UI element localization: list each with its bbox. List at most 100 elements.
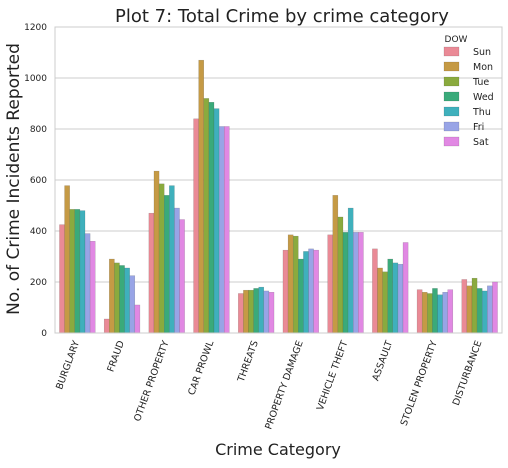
x-tick-labels: BURGLARY FRAUD OTHER PROPERTY CAR PROWL THRE…	[54, 339, 484, 431]
x-tick-label: STOLEN PROPERTY	[399, 339, 440, 427]
bar	[327, 234, 333, 334]
x-axis-label: Crime Category	[215, 440, 341, 459]
bar	[119, 265, 125, 334]
x-tick-label: DISTURBANCE	[451, 339, 485, 407]
bar	[103, 318, 110, 334]
bar	[437, 294, 443, 334]
bars	[59, 59, 498, 334]
bar	[169, 185, 175, 334]
bar	[59, 224, 65, 334]
x-tick-label: THREATS	[235, 339, 260, 384]
x-tick-label: PROPERTY DAMAGE	[263, 339, 305, 431]
bar	[258, 286, 265, 334]
bar	[163, 195, 170, 334]
bar	[432, 288, 438, 334]
bar	[248, 289, 254, 334]
bar	[382, 271, 388, 334]
legend-label: Mon	[473, 62, 493, 73]
y-tick-labels: 0 200 400 600 800 1000 1200	[24, 23, 47, 339]
bar	[347, 207, 354, 334]
legend-swatch	[443, 91, 460, 102]
legend-label: Wed	[473, 92, 494, 103]
y-tick-label: 800	[30, 125, 47, 135]
legend-swatch	[443, 61, 460, 72]
bar	[442, 292, 448, 334]
bar	[69, 209, 76, 334]
bar	[342, 232, 349, 334]
bar	[471, 277, 478, 334]
bar	[387, 258, 394, 334]
bar	[268, 292, 275, 334]
bar	[129, 275, 136, 334]
bar	[174, 207, 180, 334]
bar	[158, 183, 165, 334]
bar	[124, 267, 130, 334]
bar	[148, 212, 155, 334]
bar	[193, 118, 199, 334]
y-tick-label: 400	[30, 227, 47, 237]
legend-swatch	[443, 121, 460, 132]
bar	[421, 292, 428, 334]
bar	[263, 290, 270, 334]
bar	[303, 251, 309, 334]
bar	[332, 195, 339, 334]
bar	[392, 262, 399, 334]
y-tick-label: 1000	[24, 74, 47, 84]
legend-label: Sat	[473, 137, 489, 148]
bar	[372, 248, 378, 334]
bar	[377, 267, 383, 334]
legend-label: Sun	[473, 47, 491, 58]
bar	[402, 242, 409, 334]
legend-swatch	[443, 106, 460, 117]
y-tick-label: 0	[41, 329, 47, 339]
x-tick-label: VEHICLE THEFT	[315, 339, 351, 412]
x-tick-label: CAR PROWL	[186, 339, 216, 397]
y-tick-label: 600	[30, 176, 47, 186]
bar	[308, 248, 314, 334]
bar	[298, 258, 304, 334]
bar	[476, 288, 483, 334]
bar	[203, 98, 210, 334]
legend-title: DOW	[445, 35, 468, 45]
bar	[84, 233, 91, 334]
bar	[353, 232, 359, 334]
bar	[243, 289, 249, 334]
bar	[282, 249, 289, 334]
bar	[114, 262, 120, 334]
bar	[466, 285, 473, 334]
bar	[313, 249, 319, 334]
bar	[487, 285, 493, 334]
legend-label: Thu	[472, 107, 491, 118]
plot-frame	[54, 26, 503, 334]
bar	[109, 258, 115, 334]
y-axis-label: No. of Crime Incidents Reported	[4, 43, 24, 315]
bar	[224, 126, 230, 334]
x-tick-label: ASSAULT	[370, 339, 395, 382]
legend: DOW Sun Mon Tue Wed Thu Fri Sat	[443, 35, 494, 148]
x-tick-label: FRAUD	[105, 339, 126, 373]
legend-label: Fri	[473, 122, 484, 133]
bar	[358, 232, 364, 334]
bar	[253, 288, 259, 334]
bar	[89, 240, 96, 334]
bar	[198, 59, 204, 334]
bar	[179, 219, 185, 334]
bar	[64, 185, 70, 334]
bar	[218, 126, 225, 334]
bar	[74, 209, 81, 334]
bar	[134, 304, 141, 334]
y-tick-label: 1200	[24, 23, 47, 33]
legend-swatch	[443, 76, 460, 87]
bar	[492, 281, 498, 334]
legend-items: Sun Mon Tue Wed Thu Fri Sat	[443, 46, 494, 148]
legend-swatch	[443, 46, 460, 57]
bar	[213, 108, 220, 334]
x-tick-label: BURGLARY	[54, 339, 82, 391]
bar	[153, 170, 160, 334]
bar	[208, 102, 215, 334]
legend-label: Tue	[472, 77, 489, 88]
bar	[287, 234, 294, 334]
legend-swatch	[443, 136, 460, 147]
